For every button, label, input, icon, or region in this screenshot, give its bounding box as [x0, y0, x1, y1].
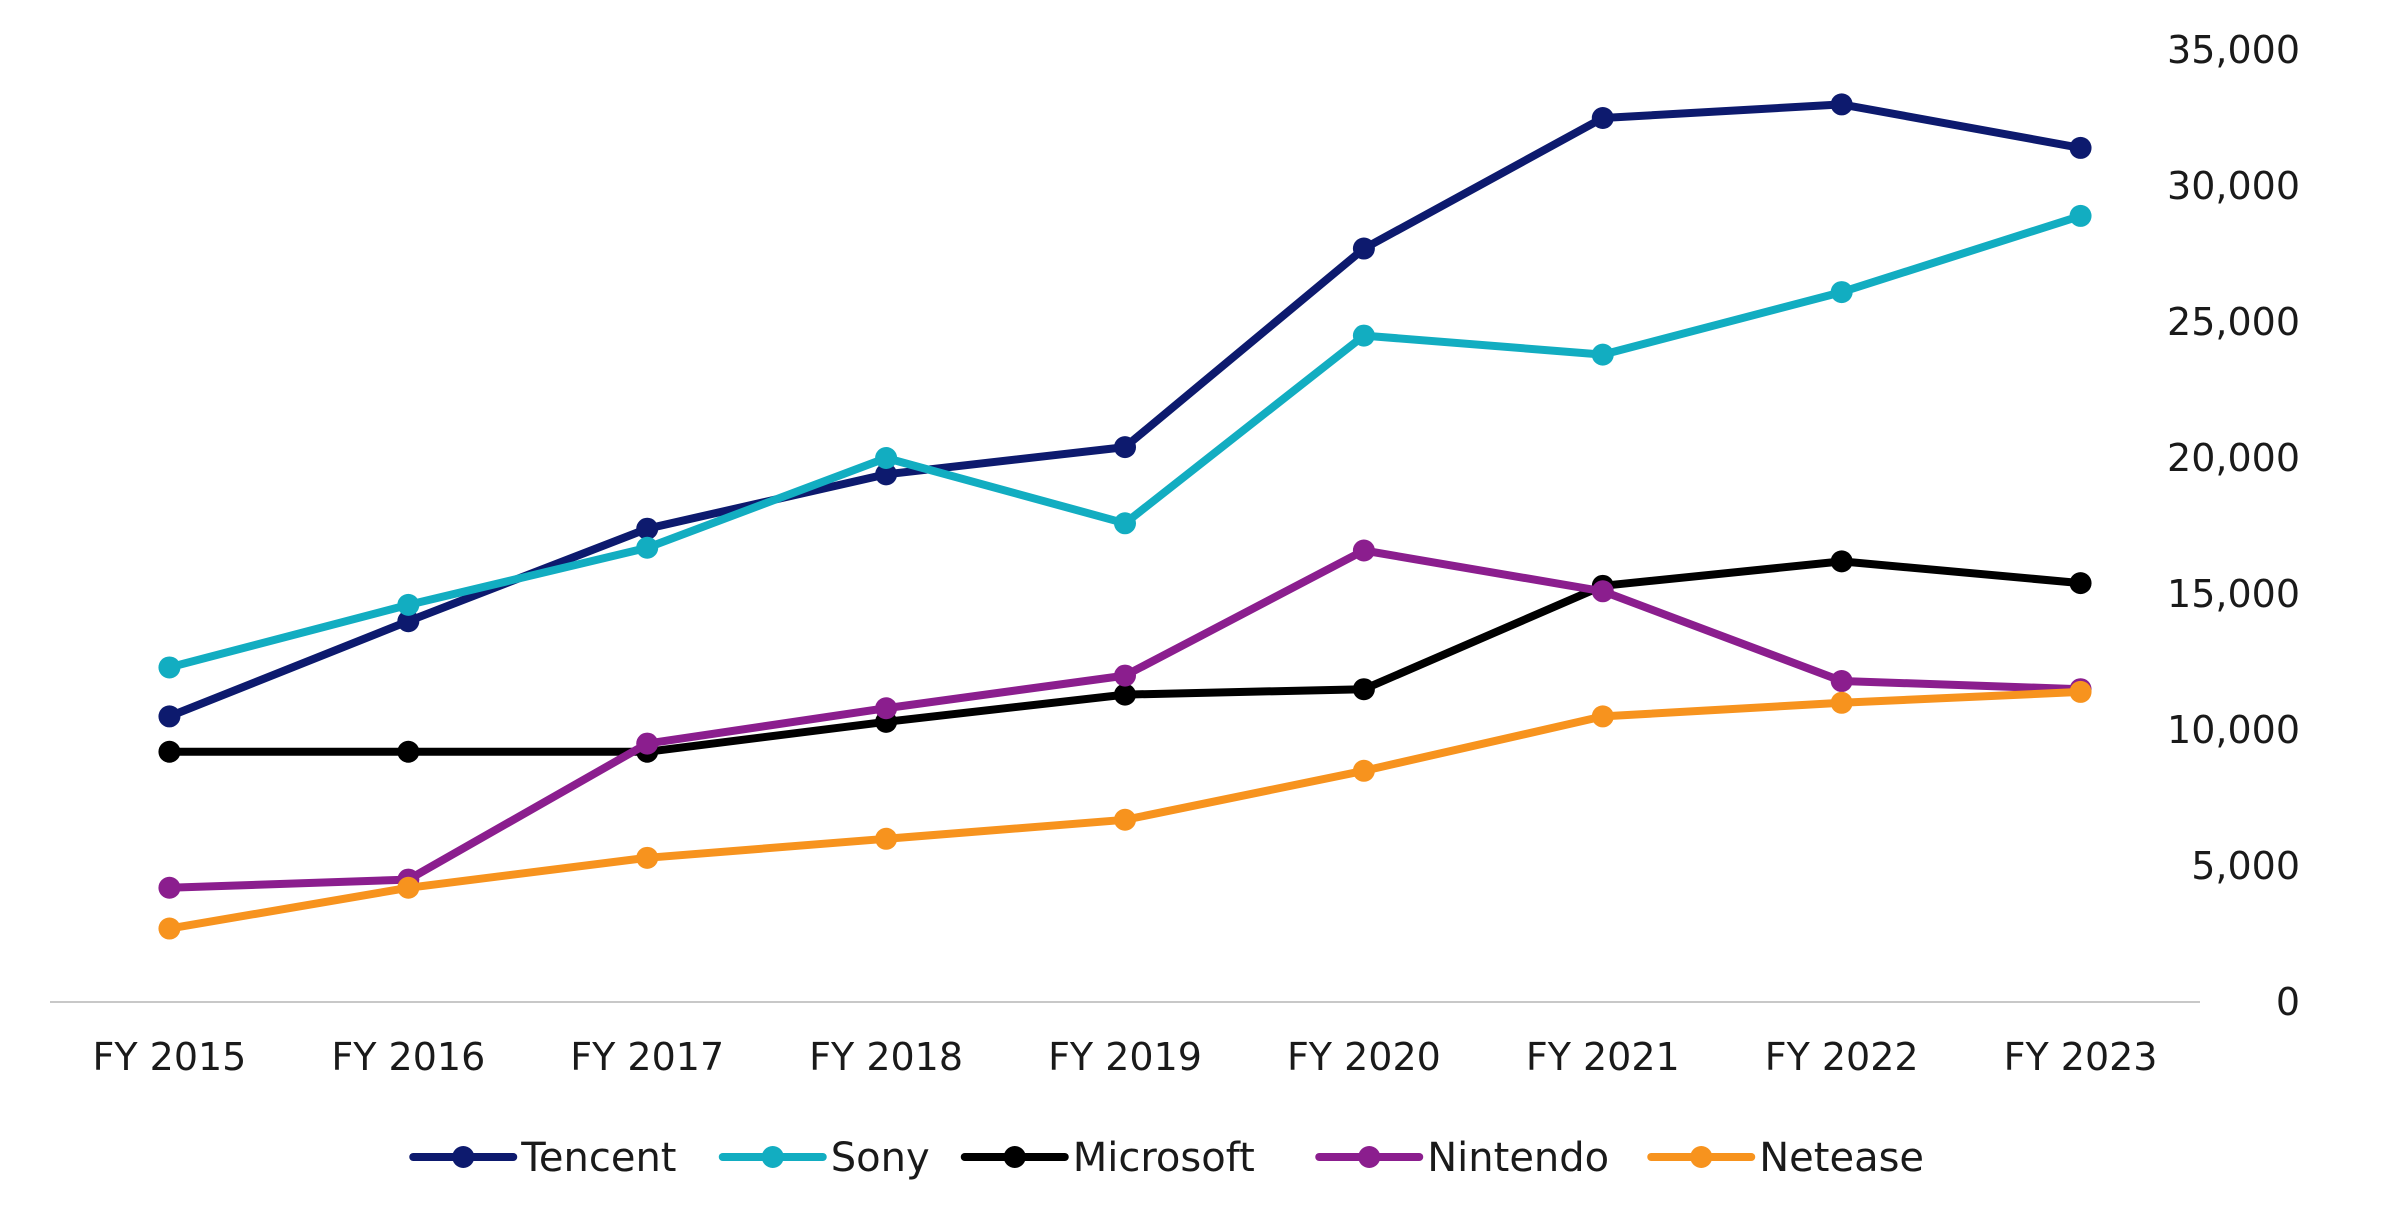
- data-point-netease: [875, 827, 898, 850]
- y-tick-label: 15,000: [2167, 572, 2300, 616]
- y-tick-label: 20,000: [2167, 436, 2300, 480]
- series-sony: [158, 204, 2092, 679]
- legend-swatch-marker: [1003, 1146, 1026, 1168]
- data-point-tencent: [2069, 136, 2092, 159]
- series-layer: [158, 93, 2092, 940]
- legend-swatch-marker: [761, 1146, 784, 1168]
- data-point-nintendo: [1352, 539, 1375, 562]
- y-tick-label: 10,000: [2167, 708, 2300, 752]
- series-microsoft: [158, 550, 2092, 763]
- data-point-sony: [158, 656, 181, 679]
- legend-item-nintendo: Nintendo: [1315, 1135, 1609, 1181]
- data-point-netease: [1830, 691, 1853, 714]
- x-tick-label: FY 2023: [2004, 1035, 2158, 1079]
- data-point-netease: [1591, 705, 1614, 728]
- legend-label: Microsoft: [1073, 1135, 1255, 1181]
- y-tick-label: 5,000: [2191, 844, 2300, 888]
- legend-label: Netease: [1759, 1135, 1924, 1181]
- data-point-nintendo: [875, 697, 898, 720]
- y-tick-label: 0: [2276, 980, 2300, 1024]
- legend-swatch-marker: [1690, 1146, 1713, 1168]
- data-point-tencent: [158, 705, 181, 728]
- data-point-nintendo: [1591, 580, 1614, 603]
- legend-item-tencent: Tencent: [409, 1135, 676, 1181]
- data-point-netease: [397, 876, 420, 899]
- x-tick-label: FY 2018: [809, 1035, 963, 1079]
- data-point-sony: [2069, 204, 2092, 227]
- x-tick-label: FY 2019: [1048, 1035, 1202, 1079]
- data-point-netease: [158, 917, 181, 940]
- data-point-tencent: [1591, 107, 1614, 129]
- legend-swatch-marker: [1358, 1146, 1381, 1168]
- legend-item-sony: Sony: [718, 1135, 930, 1181]
- x-tick-label: FY 2022: [1765, 1035, 1919, 1079]
- data-point-netease: [2069, 680, 2092, 703]
- data-point-netease: [636, 846, 659, 869]
- legend-label: Nintendo: [1427, 1135, 1609, 1181]
- legend-swatch-marker: [452, 1146, 475, 1168]
- y-tick-label: 30,000: [2167, 164, 2300, 208]
- data-point-sony: [1352, 324, 1375, 347]
- data-point-sony: [1830, 281, 1853, 304]
- data-point-microsoft: [2069, 572, 2092, 595]
- x-tick-label: FY 2015: [93, 1035, 247, 1079]
- legend-label: Tencent: [520, 1135, 676, 1181]
- x-tick-label: FY 2017: [570, 1035, 724, 1079]
- data-point-microsoft: [397, 740, 420, 763]
- legend-item-netease: Netease: [1647, 1135, 1924, 1181]
- data-point-sony: [1114, 512, 1136, 535]
- data-point-tencent: [1352, 237, 1375, 260]
- data-point-nintendo: [1114, 664, 1136, 687]
- data-point-microsoft: [158, 740, 181, 763]
- data-point-tencent: [397, 610, 420, 633]
- series-line-tencent: [165, 100, 2085, 721]
- y-tick-label: 35,000: [2167, 28, 2300, 72]
- data-point-sony: [636, 536, 659, 559]
- data-point-netease: [1114, 808, 1136, 831]
- data-point-nintendo: [158, 876, 181, 899]
- data-point-sony: [1591, 343, 1614, 366]
- x-tick-label: FY 2021: [1526, 1035, 1680, 1079]
- y-tick-label: 25,000: [2167, 300, 2300, 344]
- data-point-nintendo: [1830, 670, 1853, 693]
- series-netease: [158, 680, 2092, 940]
- x-axis-tick-labels: FY 2015 FY 2016 FY 2017 FY 2018 FY 2019 FY 20…: [93, 1035, 2158, 1079]
- x-tick-label: FY 2016: [331, 1035, 485, 1079]
- y-axis-tick-labels: 0 5,000 10,000 15,000 20,000 25,000 30,000 35,0…: [2167, 28, 2300, 1024]
- legend-label: Sony: [831, 1135, 930, 1181]
- series-tencent: [158, 93, 2092, 728]
- data-point-sony: [397, 593, 420, 616]
- data-point-tencent: [636, 517, 659, 540]
- data-point-sony: [875, 447, 898, 469]
- data-point-microsoft: [1114, 683, 1136, 706]
- data-point-microsoft: [1830, 550, 1853, 573]
- legend-item-microsoft: Microsoft: [960, 1135, 1255, 1181]
- data-point-netease: [1352, 759, 1375, 782]
- data-point-nintendo: [636, 732, 659, 755]
- x-tick-label: FY 2020: [1287, 1035, 1441, 1079]
- legend: Tencent Sony Microsoft Nintendo Netease: [409, 1135, 1924, 1181]
- data-point-tencent: [1830, 93, 1853, 116]
- data-point-microsoft: [1352, 678, 1375, 701]
- data-point-tencent: [1114, 436, 1136, 459]
- data-point-tencent: [875, 463, 898, 486]
